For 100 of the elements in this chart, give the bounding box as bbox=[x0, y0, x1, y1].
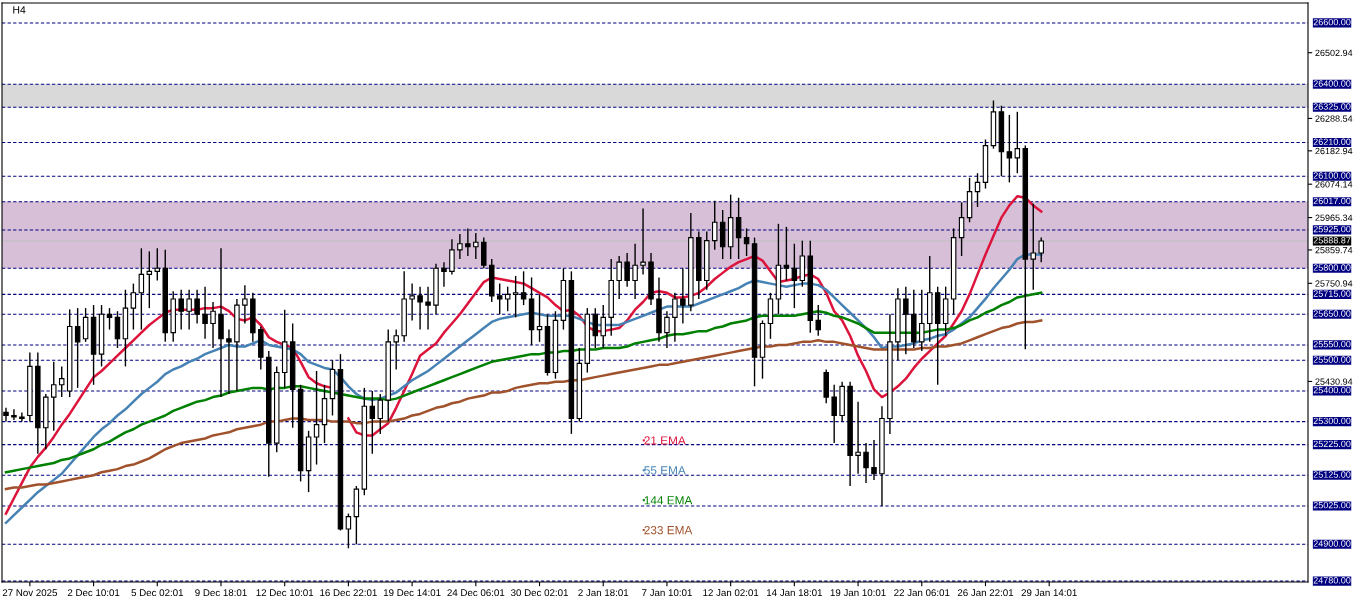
ref-line-label: 26017.00 bbox=[1313, 197, 1351, 205]
ref-line-label: 25800.00 bbox=[1313, 264, 1351, 271]
legend-label: 55 EMA bbox=[644, 466, 686, 475]
candlestick bbox=[74, 307, 81, 389]
candlestick bbox=[504, 285, 511, 312]
candlestick bbox=[592, 307, 599, 349]
candlestick bbox=[672, 292, 678, 343]
candlestick bbox=[855, 400, 861, 475]
x-tick-label: 24 Dec 06:01 bbox=[447, 589, 505, 597]
candlestick bbox=[409, 282, 415, 322]
candlestick bbox=[711, 200, 718, 251]
x-tick-label: 30 Dec 02:01 bbox=[510, 589, 568, 597]
x-tick-label: 22 Jan 06:01 bbox=[894, 589, 950, 597]
candlestick bbox=[202, 285, 208, 340]
candlestick bbox=[130, 282, 137, 331]
candlestick bbox=[210, 301, 216, 349]
candlestick bbox=[1006, 114, 1013, 184]
candlestick bbox=[146, 250, 153, 309]
ref-line-label: 25125.00 bbox=[1313, 471, 1351, 478]
x-tick-label: 2 Jan 18:01 bbox=[578, 589, 629, 597]
y-tick-label: 25859.74 bbox=[1315, 246, 1353, 254]
candlestick bbox=[242, 284, 248, 325]
ref-line-label: 25550.00 bbox=[1313, 340, 1351, 348]
candlestick bbox=[536, 293, 543, 343]
candlestick bbox=[1014, 111, 1021, 174]
ref-line-label: 26325.00 bbox=[1313, 103, 1351, 110]
candlestick bbox=[512, 275, 519, 319]
candlestick bbox=[616, 255, 622, 300]
x-tick-label: 16 Dec 22:01 bbox=[320, 589, 377, 597]
candlestick bbox=[496, 282, 503, 315]
candlestick bbox=[138, 247, 145, 331]
candlestick bbox=[313, 370, 320, 466]
candlestick bbox=[51, 361, 57, 432]
candlestick bbox=[19, 411, 25, 423]
candlestick bbox=[664, 310, 670, 349]
y-tick-label: 26182.94 bbox=[1315, 147, 1353, 155]
ref-line-label: 25715.00 bbox=[1313, 290, 1351, 297]
x-tick-label: 14 Jan 18:01 bbox=[766, 589, 822, 597]
candlestick bbox=[11, 408, 17, 421]
candlestick bbox=[831, 384, 837, 444]
x-tick-label: 9 Dec 18:01 bbox=[195, 589, 247, 597]
x-tick-label: 19 Dec 14:01 bbox=[383, 589, 441, 597]
candlestick bbox=[680, 267, 686, 325]
candlestick bbox=[481, 236, 487, 269]
x-tick-label: 12 Jan 02:01 bbox=[703, 589, 759, 597]
candlestick bbox=[520, 270, 527, 306]
candlestick bbox=[186, 289, 192, 331]
candlestick bbox=[417, 285, 423, 331]
candlestick bbox=[449, 238, 455, 276]
legend-label: 233 EMA bbox=[644, 525, 693, 535]
legend-label: 21 EMA bbox=[644, 436, 686, 445]
candlestick bbox=[903, 285, 909, 355]
x-tick-label: 29 Jan 14:01 bbox=[1021, 589, 1077, 597]
x-tick-label: 26 Jan 22:01 bbox=[957, 589, 1014, 597]
candlestick bbox=[425, 285, 431, 331]
y-tick-label: 26288.54 bbox=[1315, 115, 1353, 122]
candlestick bbox=[178, 289, 184, 331]
ref-line-label: 25300.00 bbox=[1313, 417, 1351, 425]
ref-line-label: 26600.00 bbox=[1313, 18, 1351, 26]
candlestick bbox=[194, 289, 200, 325]
line-series bbox=[4, 319, 1043, 491]
ref-line-label: 25225.00 bbox=[1313, 440, 1351, 448]
y-tick-label: 25965.34 bbox=[1315, 214, 1353, 221]
candlestick bbox=[377, 393, 384, 435]
ref-line-label: 24900.00 bbox=[1313, 540, 1351, 547]
candlestick bbox=[154, 247, 161, 282]
chart-title: H4 bbox=[13, 6, 26, 14]
candlestick bbox=[919, 289, 925, 352]
ref-line-label: 25500.00 bbox=[1313, 356, 1351, 363]
candlestick bbox=[106, 307, 113, 331]
x-tick-label: 27 Nov 2025 bbox=[2, 589, 58, 597]
x-tick-label: 2 Dec 10:01 bbox=[67, 589, 120, 597]
candlestick bbox=[457, 233, 463, 260]
ref-line-label: 26210.00 bbox=[1313, 138, 1351, 145]
y-tick-label: 25430.94 bbox=[1315, 378, 1353, 385]
ref-line-label: 25925.00 bbox=[1313, 225, 1351, 233]
candlestick bbox=[345, 512, 352, 549]
candlestick bbox=[958, 201, 965, 257]
x-tick-label: 7 Jan 10:01 bbox=[642, 589, 692, 597]
ref-line-label: 25650.00 bbox=[1313, 310, 1351, 317]
x-tick-label: 12 Dec 10:01 bbox=[256, 589, 314, 597]
candlestick bbox=[871, 439, 877, 481]
ref-line-label: 25888.87 bbox=[1313, 237, 1351, 244]
legend-label: 144 EMA bbox=[644, 496, 693, 505]
candlestick bbox=[465, 227, 471, 257]
candlestick bbox=[1030, 203, 1037, 291]
candlestick bbox=[863, 442, 869, 484]
candlestick bbox=[369, 390, 376, 455]
x-tick-label: 19 Jan 10:01 bbox=[830, 589, 886, 597]
candlestick bbox=[624, 252, 630, 288]
candlestick bbox=[58, 365, 65, 398]
y-tick-label: 26074.14 bbox=[1315, 181, 1353, 188]
candlestick bbox=[393, 328, 399, 371]
candlestick bbox=[974, 172, 981, 208]
candlestick bbox=[600, 304, 606, 349]
candlestick bbox=[815, 304, 821, 337]
candlestick bbox=[441, 261, 447, 288]
ref-line-label: 26400.00 bbox=[1313, 80, 1351, 87]
y-tick-label: 26502.94 bbox=[1315, 49, 1353, 57]
candlestick bbox=[226, 328, 232, 395]
